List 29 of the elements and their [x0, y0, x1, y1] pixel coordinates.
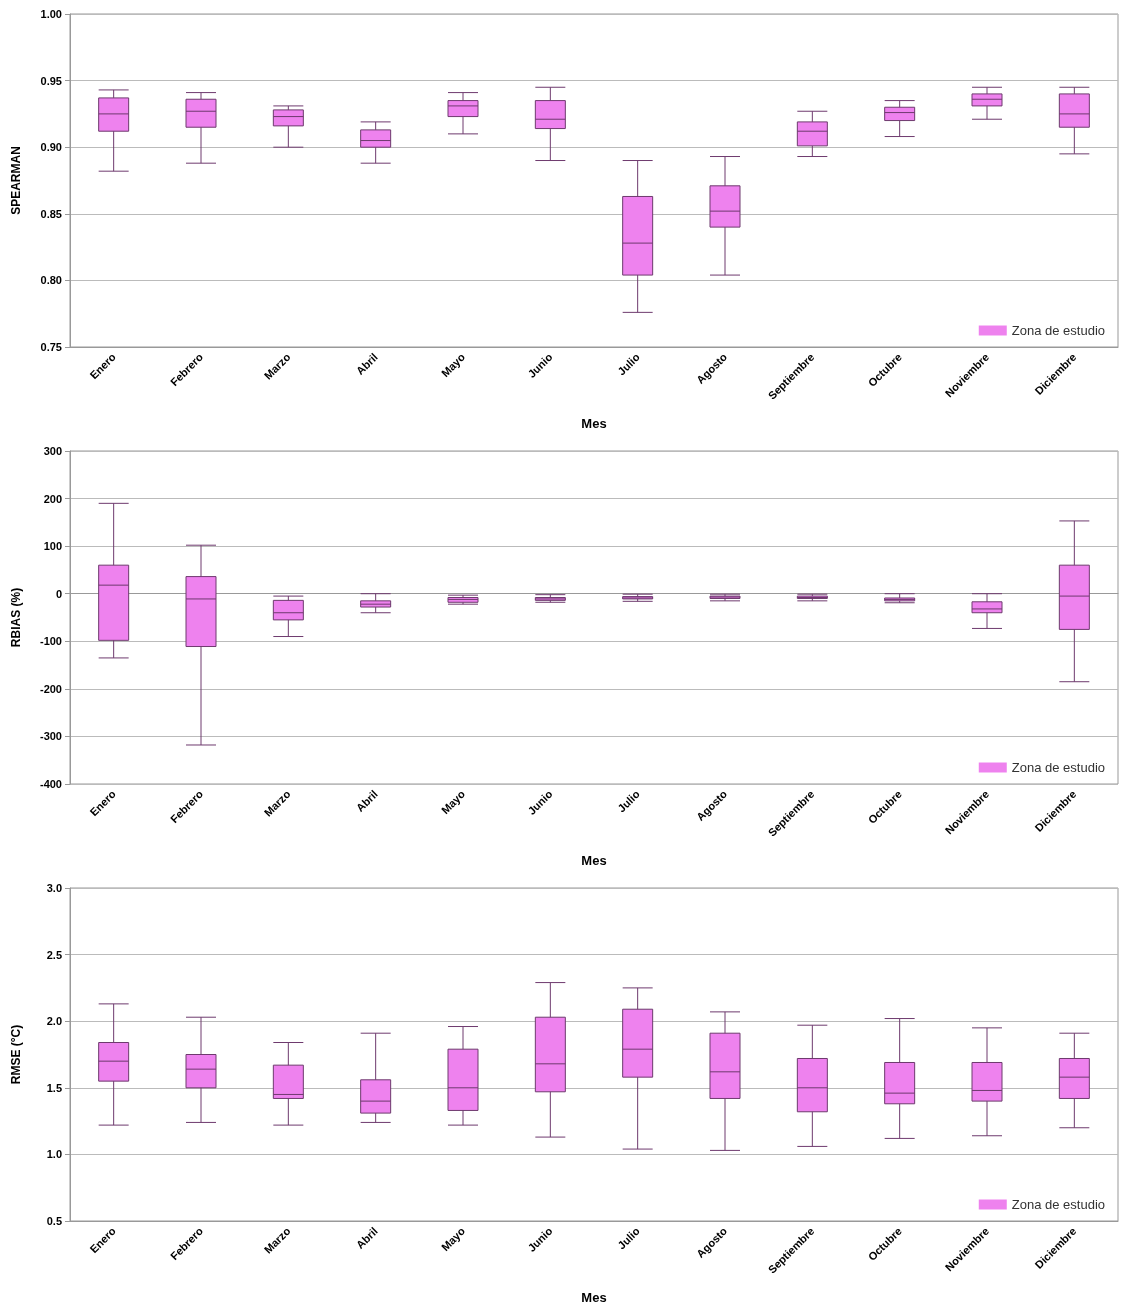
y-tick-label: 0.90 [40, 141, 62, 154]
y-axis-title: RBIAS (%) [9, 587, 23, 648]
y-tick-label: 1.00 [40, 8, 62, 20]
y-tick-label: -300 [39, 730, 62, 743]
y-tick-label: -100 [39, 635, 62, 648]
y-tick-label: 100 [43, 540, 62, 553]
y-tick-label: 1.0 [46, 1148, 62, 1161]
x-axis-title: Mes [581, 1290, 607, 1305]
y-tick-label: 2.0 [46, 1015, 62, 1028]
y-axis-title: RMSE (°C) [9, 1024, 23, 1085]
y-tick-label: 200 [43, 492, 62, 505]
y-tick-label: 0.80 [40, 274, 62, 287]
y-tick-label: 0.5 [46, 1215, 62, 1227]
y-axis-title: SPEARMAN [9, 146, 23, 215]
y-tick-label: 2.5 [46, 948, 62, 961]
y-tick-label: 3.0 [46, 882, 62, 894]
x-axis-title: Mes [581, 416, 607, 431]
x-axis-title: Mes [581, 853, 607, 868]
y-tick-label: -400 [39, 778, 62, 790]
legend-label: Zona de estudio [1011, 760, 1105, 775]
y-tick-label: -200 [39, 682, 62, 695]
y-tick-label: 0.75 [40, 341, 62, 353]
legend-label: Zona de estudio [1011, 1197, 1105, 1212]
y-tick-label: 300 [43, 445, 62, 457]
legend-label: Zona de estudio [1011, 323, 1105, 338]
y-tick-label: 0.95 [40, 74, 62, 87]
y-tick-label: 1.5 [46, 1081, 62, 1094]
y-tick-label: 0 [55, 587, 62, 600]
y-tick-label: 0.85 [40, 207, 62, 220]
